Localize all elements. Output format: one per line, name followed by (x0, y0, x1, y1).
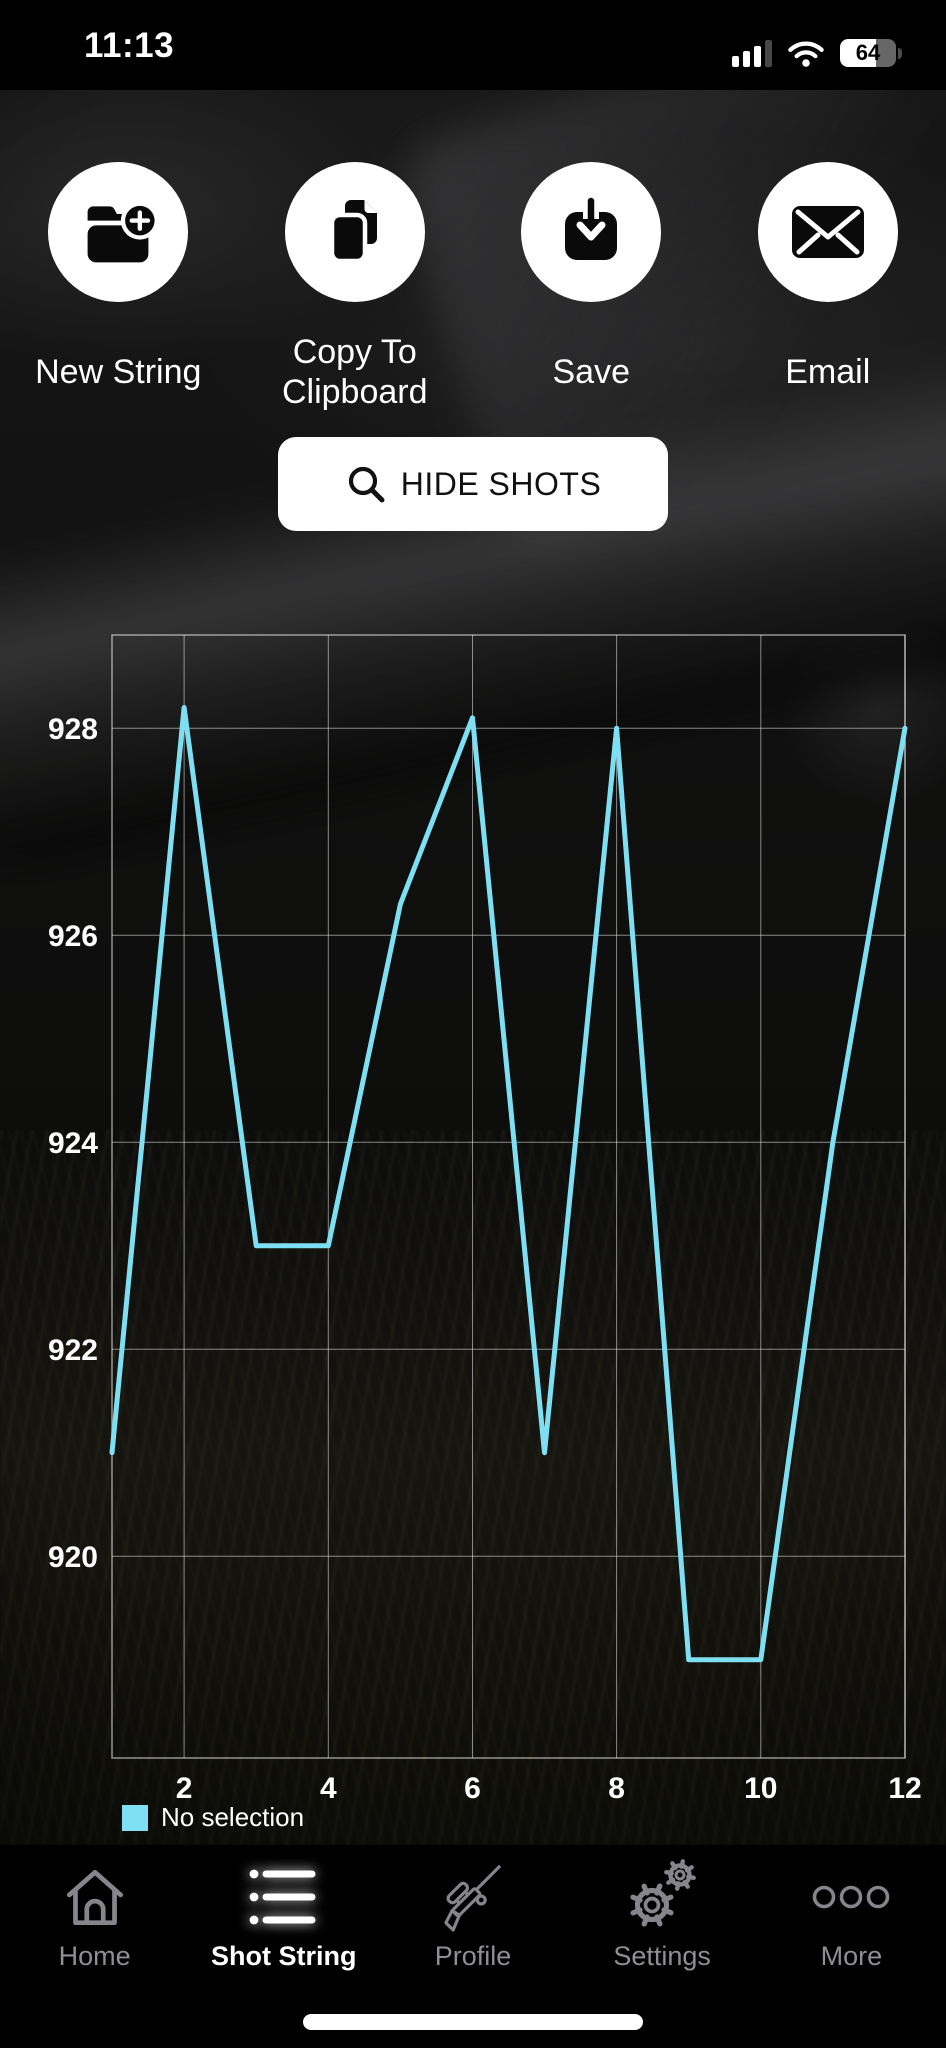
envelope-icon (791, 206, 864, 258)
tab-shot-string[interactable]: Shot String (189, 1845, 378, 2048)
hide-shots-button[interactable]: HIDE SHOTS (278, 437, 668, 531)
shot-series-line[interactable] (109, 705, 908, 1663)
shot-string-list-icon (246, 1855, 322, 1939)
tab-label: Settings (613, 1941, 711, 1971)
home-icon (58, 1855, 132, 1939)
action-label: New String (35, 353, 202, 391)
clock: 11:13 (84, 26, 175, 65)
hide-shots-label: HIDE SHOTS (400, 465, 602, 502)
x-tick-label: 4 (320, 1772, 337, 1805)
action-button-row: New String Copy To Clipboard (0, 162, 946, 420)
action-label: Save (552, 353, 631, 391)
search-icon (348, 466, 385, 503)
x-tick-label: 6 (464, 1772, 481, 1805)
gears-icon (622, 1855, 702, 1939)
battery-cap (898, 47, 902, 59)
y-tick-label: 920 (48, 1541, 98, 1574)
legend-swatch (122, 1804, 148, 1831)
tab-home[interactable]: Home (0, 1845, 189, 2048)
save-arrow-icon (565, 197, 618, 260)
chart-legend: No selection (122, 1802, 304, 1833)
y-tick-label: 924 (48, 1127, 98, 1160)
plot-frame (111, 634, 906, 1759)
action-save: Save (473, 162, 710, 420)
battery-fill (840, 39, 876, 67)
tab-more[interactable]: More (757, 1845, 946, 2048)
tab-label: Shot String (211, 1941, 357, 1971)
email-button[interactable] (757, 162, 898, 302)
action-label: Email (785, 353, 871, 391)
new-string-button[interactable] (48, 162, 189, 302)
action-copy-to-clipboard: Copy To Clipboard (237, 162, 474, 420)
x-tick-label: 8 (608, 1772, 625, 1805)
shot-chart[interactable]: 920 922 924 926 928 2 4 6 8 10 12 (0, 600, 946, 1830)
copy-to-clipboard-button[interactable] (284, 162, 425, 302)
status-icons: 64 (732, 38, 902, 68)
tab-profile[interactable]: Profile (378, 1845, 567, 2048)
x-tick-label: 12 (888, 1772, 921, 1805)
folder-plus-icon (87, 201, 157, 263)
y-tick-label: 922 (48, 1334, 98, 1367)
x-tick-label: 10 (744, 1772, 777, 1805)
status-bar: 11:13 64 (0, 0, 946, 90)
tab-label: More (820, 1941, 883, 1971)
x-tick-label: 2 (176, 1772, 193, 1805)
action-label: Copy To Clipboard (281, 333, 428, 411)
rifle-icon (430, 1855, 516, 1939)
action-email: Email (710, 162, 946, 420)
tab-label: Home (58, 1941, 131, 1971)
y-tick-label: 926 (48, 920, 98, 953)
y-tick-label: 928 (48, 713, 98, 746)
action-new-string: New String (0, 162, 237, 420)
tab-settings[interactable]: Settings (568, 1845, 757, 2048)
battery-icon: 64 (840, 39, 896, 67)
tab-label: Profile (434, 1941, 512, 1971)
save-button[interactable] (521, 162, 662, 302)
wifi-icon (788, 41, 824, 67)
copy-docs-icon (329, 200, 377, 264)
home-indicator[interactable] (303, 2014, 643, 2030)
more-dots-icon (811, 1855, 891, 1939)
battery-percent: 64 (855, 40, 881, 65)
cellular-signal-icon (732, 39, 772, 67)
legend-label: No selection (161, 1802, 305, 1832)
